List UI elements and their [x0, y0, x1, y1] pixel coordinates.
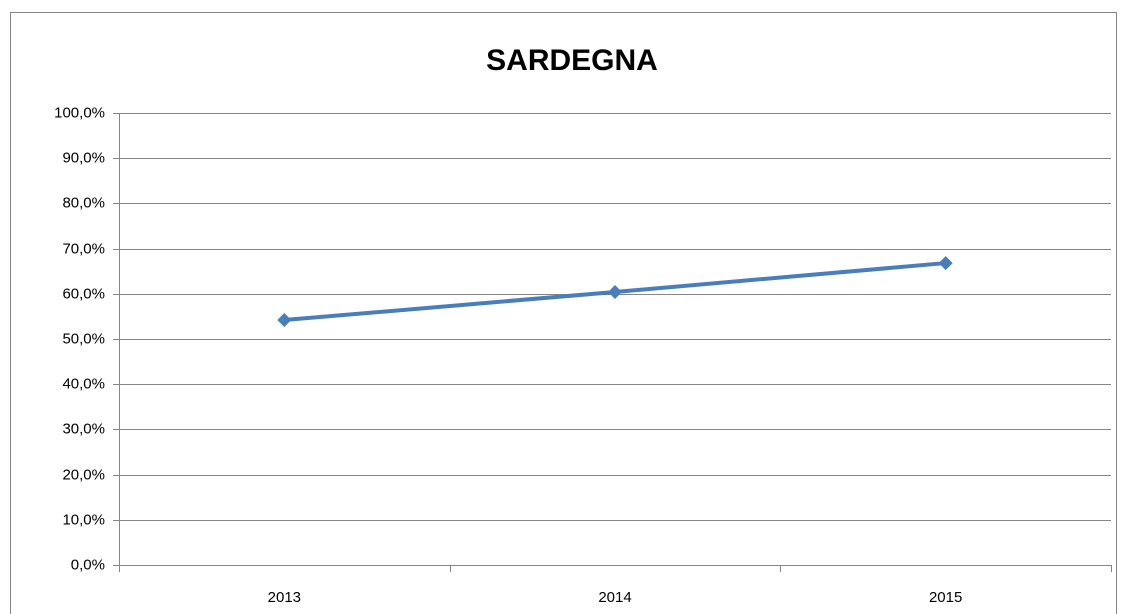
data-marker [938, 256, 953, 271]
y-tick-label: 70,0% [62, 240, 105, 257]
x-tick-label: 2013 [268, 589, 301, 606]
y-tick-label: 60,0% [62, 285, 105, 302]
x-tick-label: 2015 [929, 589, 962, 606]
chart-border [10, 12, 1117, 614]
y-tick-label: 30,0% [62, 420, 105, 437]
x-tick-label: 2014 [598, 589, 631, 606]
data-marker [277, 313, 292, 328]
y-tick-label: 0,0% [71, 556, 105, 573]
y-tick-label: 50,0% [62, 330, 105, 347]
y-tick-label: 80,0% [62, 194, 105, 211]
y-tick-label: 100,0% [54, 104, 105, 121]
y-tick-label: 20,0% [62, 466, 105, 483]
data-marker [608, 284, 622, 299]
y-tick-label: 10,0% [62, 511, 105, 528]
y-tick-label: 40,0% [62, 375, 105, 392]
y-tick-label: 90,0% [62, 149, 105, 166]
chart-title: SARDEGNA [486, 44, 658, 77]
